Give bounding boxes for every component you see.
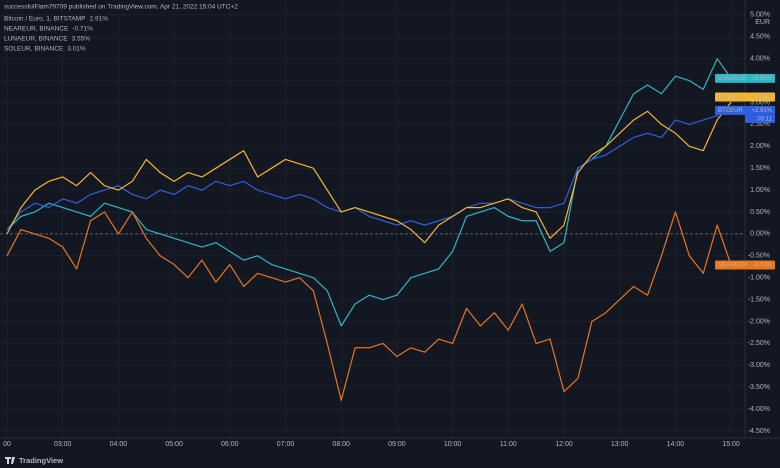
legend-value: -0.71% bbox=[72, 26, 93, 33]
y-tick-label: 4.50% bbox=[750, 34, 770, 41]
countdown-box bbox=[745, 114, 775, 123]
series-line bbox=[6, 101, 732, 244]
legend-value: 3.55% bbox=[72, 36, 91, 43]
x-tick-label: 08:00 bbox=[332, 441, 350, 448]
header: successfulFlam79709 published on Trading… bbox=[4, 4, 238, 11]
legend-value: 2.91% bbox=[90, 16, 109, 23]
x-tick-label: 15:00 bbox=[722, 441, 740, 448]
series-line bbox=[6, 105, 732, 230]
x-tick-label: 03:00 bbox=[54, 441, 72, 448]
x-tick-label: 04:00 bbox=[110, 441, 128, 448]
x-tick-label: 13:00 bbox=[611, 441, 629, 448]
x-tick-label: 00 bbox=[3, 441, 11, 448]
y-tick-label: 5.00% bbox=[750, 12, 770, 19]
price-tag-value: -0.71% bbox=[753, 263, 773, 269]
y-tick-label: -0.50% bbox=[748, 253, 770, 260]
y-tick-label: 2.00% bbox=[750, 143, 770, 150]
y-tick-label: -1.50% bbox=[748, 296, 770, 303]
price-tag-value: +3.55% bbox=[751, 76, 772, 82]
x-tick-label: 11:00 bbox=[500, 441, 517, 448]
price-tag bbox=[715, 260, 775, 270]
price-tag-value: +2.91% bbox=[751, 108, 772, 114]
y-tick-label: -2.50% bbox=[748, 340, 770, 347]
plot bbox=[6, 58, 732, 401]
y-tick-label: 0.00% bbox=[750, 231, 770, 238]
brand-logo: TradingView bbox=[5, 456, 63, 465]
price-tag bbox=[715, 73, 775, 83]
x-tick-label: 09:00 bbox=[388, 441, 406, 448]
x-tick-label: 05:00 bbox=[165, 441, 183, 448]
legend-name: LUNAEUR, BINANCE bbox=[4, 36, 68, 43]
price-tag bbox=[715, 92, 775, 102]
price-tag-name: BTCEUR bbox=[718, 108, 743, 114]
x-tick-label: 07:00 bbox=[277, 441, 295, 448]
y-tick-label: -4.00% bbox=[748, 406, 770, 413]
price-tag bbox=[715, 105, 775, 115]
y-tick-label: 1.00% bbox=[750, 187, 770, 194]
y-tick-label: -3.50% bbox=[748, 384, 770, 391]
y-tick-label: -2.00% bbox=[748, 318, 770, 325]
y-tick-label: -3.00% bbox=[748, 362, 770, 369]
y-tick-label: 2.50% bbox=[750, 121, 770, 128]
x-tick-label: 10:00 bbox=[444, 441, 462, 448]
series-line bbox=[6, 58, 732, 327]
legend-name: NEAREUR, BINANCE bbox=[4, 26, 69, 33]
y-tick-label: 3.00% bbox=[750, 99, 770, 106]
y-tick-label: 0.50% bbox=[750, 209, 770, 216]
series-line bbox=[6, 211, 732, 401]
legend-name: Bitcoin / Euro, 1, BITSTAMP bbox=[4, 16, 86, 23]
grid bbox=[0, 233, 745, 235]
countdown: 00:11 bbox=[757, 117, 772, 123]
price-tag-name: SOLEUR bbox=[718, 95, 743, 101]
legend-value: 3.01% bbox=[67, 46, 86, 53]
price-tag-name: LUNAEUR bbox=[718, 76, 747, 82]
price-tag-name: NEAREUR bbox=[718, 263, 748, 269]
logo-icon bbox=[5, 457, 15, 464]
x-tick-label: 14:00 bbox=[667, 441, 685, 448]
x-tick-label: 12:00 bbox=[555, 441, 573, 448]
y-tick-label: -4.50% bbox=[748, 428, 770, 435]
unit-label: EUR bbox=[755, 19, 770, 26]
price-tag-value: +3.03% bbox=[751, 95, 772, 101]
brand: TradingView bbox=[19, 456, 63, 465]
x-tick-label: 06:00 bbox=[221, 441, 239, 448]
legend-name: SOLEUR, BINANCE bbox=[4, 46, 64, 53]
y-tick-label: 4.00% bbox=[750, 56, 770, 63]
y-tick-label: 1.50% bbox=[750, 165, 770, 172]
y-tick-label: -1.00% bbox=[748, 275, 770, 282]
